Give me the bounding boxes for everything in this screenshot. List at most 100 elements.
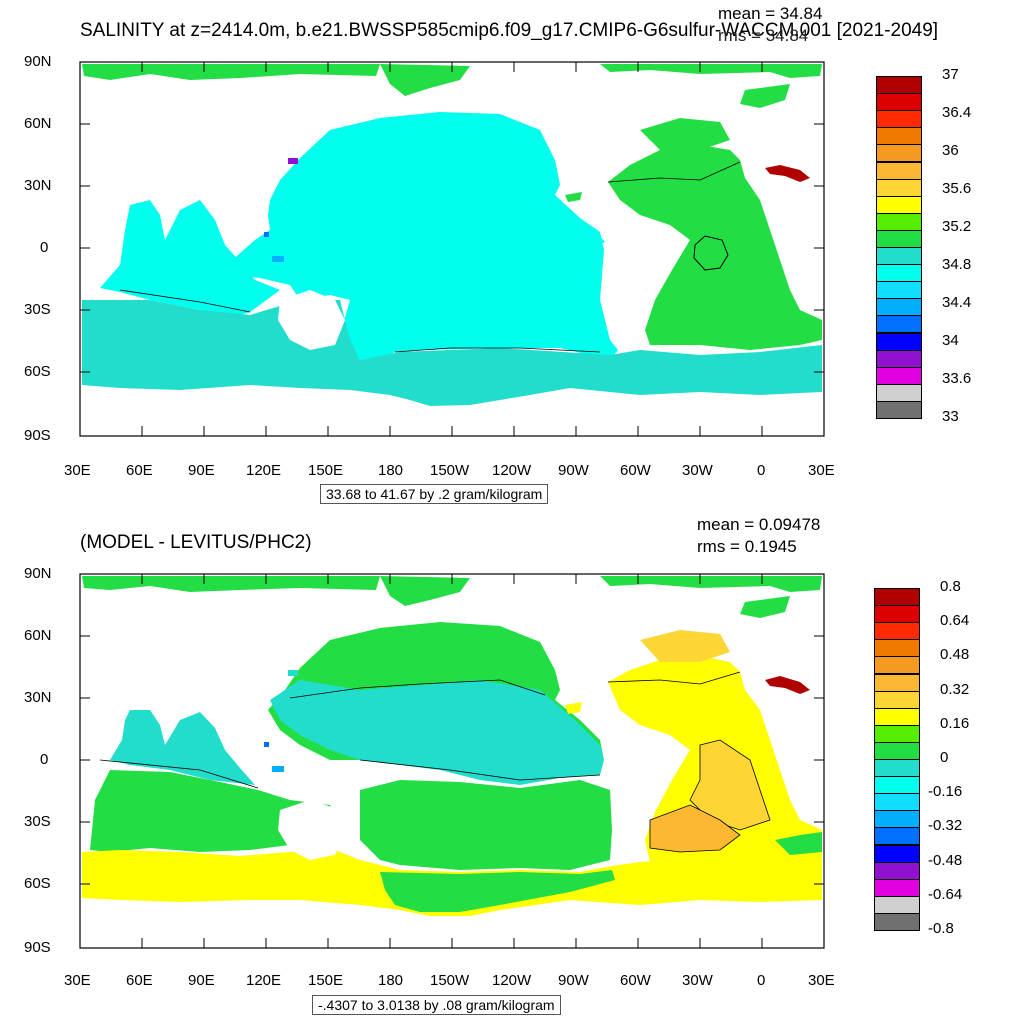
p2-lat-90s: 90S <box>24 939 51 956</box>
p2-lon-7: 120W <box>492 972 532 989</box>
colorbar-label: 36.4 <box>942 104 972 121</box>
panel1-ticks <box>80 62 824 436</box>
panel2-rms: rms = 0.1945 <box>697 537 797 556</box>
p1-lon-3: 120E <box>246 462 282 479</box>
panel2-colorbar-labels: 0.8 0.64 0.48 0.32 0.16 0 -0.16 -0.32 -0.48 -0.64… <box>928 578 998 948</box>
southern-green-band <box>380 870 615 912</box>
panel1-rms: rms = 34.84 <box>718 26 809 45</box>
arctic-ocean-3 <box>600 64 822 78</box>
purple-spot <box>288 158 298 164</box>
caribbean <box>585 236 605 246</box>
p1-lat-0: 0 <box>40 239 49 256</box>
colorbar-label: -0.32 <box>928 817 963 835</box>
colorbar-label: 0.8 <box>940 578 961 595</box>
colorbar-swatch <box>874 810 920 829</box>
colorbar-swatch <box>876 400 922 419</box>
colorbar-swatch <box>874 912 920 931</box>
p1-lat-30n: 30N <box>24 177 52 194</box>
blue-spot-2 <box>264 232 269 237</box>
p2-lat-60n: 60N <box>24 627 52 644</box>
colorbar-label: 33.6 <box>942 370 972 387</box>
colorbar-label: 34 <box>942 332 959 349</box>
panel2-range-box: -.4307 to 3.0138 by .08 gram/kilogram <box>312 995 561 1015</box>
panel1-title: SALINITY at z=2414.0m, b.e21.BWSSP585cmi… <box>80 20 939 41</box>
colorbar-label: -0.48 <box>928 851 963 869</box>
colorbar-label: 34.8 <box>942 256 972 273</box>
contour-line-3 <box>607 161 741 183</box>
p2-lon-11: 0 <box>757 972 766 989</box>
colorbar-swatch <box>874 861 920 880</box>
colorbar-label: 35.6 <box>942 180 972 197</box>
colorbar-swatch <box>874 724 920 743</box>
colorbar-swatch <box>874 776 920 795</box>
colorbar-swatch <box>874 759 920 778</box>
colorbar-swatch <box>874 895 920 914</box>
p2-lon-5: 180 <box>378 972 404 989</box>
colorbar-swatch <box>874 656 920 675</box>
arctic-islands <box>740 84 790 108</box>
colorbar-swatch <box>874 827 920 846</box>
atlantic-blob <box>693 235 729 271</box>
p2-lat-60s: 60S <box>24 875 51 892</box>
panel2-ocean <box>82 576 822 916</box>
p2-lon-10: 30W <box>682 972 713 989</box>
colorbar-swatch <box>874 844 920 863</box>
p1-lon-12: 30E <box>808 462 835 479</box>
southern-ocean <box>82 300 822 406</box>
pacific-cyan-band <box>270 680 604 785</box>
colorbar-swatch <box>874 673 920 692</box>
colorbar-label: 37 <box>942 66 959 83</box>
indian-ocean-cyan <box>110 710 255 785</box>
p2-lon-6: 150W <box>430 972 470 989</box>
atlantic-orange-south <box>649 804 741 853</box>
colorbar-label: -0.64 <box>928 885 963 903</box>
mediterranean <box>765 165 810 182</box>
panel1-mean: mean = 34.84 <box>718 4 823 23</box>
panel2-colorbar <box>874 588 920 931</box>
p2-lon-2: 90E <box>188 972 215 989</box>
p2-lon-1: 60E <box>126 972 153 989</box>
p2-lat-0: 0 <box>40 751 49 768</box>
p1-lat-90s: 90S <box>24 427 51 444</box>
colorbar-label: -0.16 <box>928 783 963 801</box>
panel1-colorbar <box>876 76 922 419</box>
p1-lon-1: 60E <box>126 462 153 479</box>
colorbar-swatch <box>874 690 920 709</box>
colorbar-swatch <box>874 741 920 760</box>
colorbar-label: 34.4 <box>942 294 972 311</box>
p1-lon-7: 120W <box>492 462 532 479</box>
gulf-patch <box>565 192 582 202</box>
p1-lat-60n: 60N <box>24 115 52 132</box>
p1-lon-10: 30W <box>682 462 713 479</box>
p1-lon-6: 150W <box>430 462 470 479</box>
p1-lon-2: 90E <box>188 462 215 479</box>
panel1-ocean <box>82 64 822 406</box>
colorbar-label: 0.48 <box>940 646 970 664</box>
p1-lon-5: 180 <box>378 462 404 479</box>
p2-lon-9: 60W <box>620 972 651 989</box>
indian-ocean <box>100 200 280 318</box>
arctic-ocean-2 <box>380 64 470 96</box>
colorbar-swatch <box>874 878 920 897</box>
colorbar-label: 0.64 <box>940 612 970 630</box>
panel2-ticks <box>80 574 824 948</box>
colorbar-label: -0.8 <box>928 920 954 937</box>
australia-land <box>278 290 345 350</box>
contour-line-2 <box>394 347 601 353</box>
p1-lon-4: 150E <box>308 462 344 479</box>
atlantic-north <box>640 118 730 150</box>
east-green <box>775 832 822 855</box>
colorbar-label: 0.16 <box>940 714 970 732</box>
p2-lon-3: 120E <box>246 972 282 989</box>
colorbar-label: 0.32 <box>940 680 970 698</box>
p2-lat-90n: 90N <box>24 565 52 582</box>
colorbar-swatch <box>874 588 920 607</box>
colorbar-swatch <box>874 707 920 726</box>
panel1-range-box: 33.68 to 41.67 by .2 gram/kilogram <box>320 484 549 504</box>
colorbar-swatch <box>874 793 920 812</box>
colorbar-label: 35.2 <box>942 218 972 235</box>
indian-ocean-green <box>90 770 340 852</box>
atlantic-orange-patch <box>689 739 771 831</box>
colorbar-swatch <box>874 639 920 658</box>
